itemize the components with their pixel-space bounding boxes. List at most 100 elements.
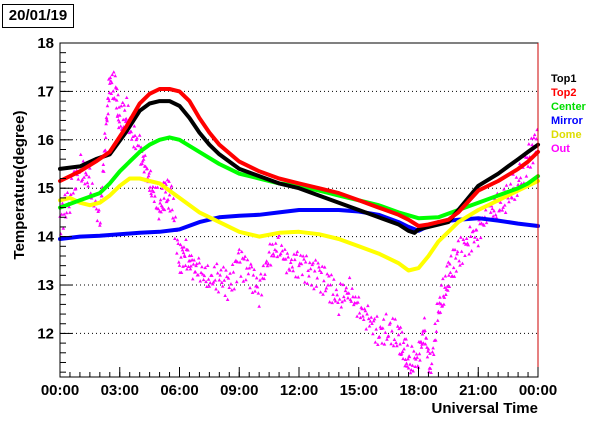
out-point <box>446 260 451 264</box>
out-point <box>105 117 109 121</box>
out-point <box>76 177 81 181</box>
out-point <box>270 242 275 246</box>
out-point <box>292 252 296 256</box>
out-point <box>277 233 281 237</box>
out-point <box>295 249 300 254</box>
out-point <box>428 351 432 355</box>
out-point <box>193 270 198 274</box>
out-point <box>326 283 330 287</box>
out-point <box>190 277 195 281</box>
out-point <box>298 253 303 257</box>
out-point <box>137 133 142 137</box>
out-point <box>229 282 233 286</box>
out-point <box>169 184 174 188</box>
out-point <box>371 331 375 336</box>
out-point <box>113 73 118 78</box>
out-point <box>167 179 171 183</box>
out-point <box>131 134 135 139</box>
out-point <box>204 279 208 284</box>
out-point <box>337 297 342 301</box>
out-point <box>415 355 419 359</box>
out-point <box>503 210 508 214</box>
out-point <box>78 152 83 156</box>
out-point <box>177 260 181 264</box>
out-point <box>353 295 358 299</box>
out-point <box>197 261 202 265</box>
out-point <box>366 316 371 321</box>
out-point <box>179 255 183 259</box>
out-point <box>323 288 328 293</box>
out-point <box>196 273 200 277</box>
out-point <box>103 131 107 135</box>
out-point <box>299 261 304 266</box>
out-point <box>300 272 305 277</box>
out-point <box>283 257 288 261</box>
out-point <box>231 270 236 274</box>
out-point <box>515 193 520 197</box>
out-point <box>455 252 459 256</box>
out-point <box>349 299 354 303</box>
out-point <box>234 279 239 284</box>
out-point <box>153 194 157 198</box>
out-point <box>293 257 297 262</box>
out-point <box>122 103 127 107</box>
out-point <box>434 329 439 333</box>
out-point <box>334 287 339 292</box>
out-point <box>332 277 336 281</box>
x-tick-label: 00:00 <box>41 382 79 399</box>
out-point <box>142 170 146 174</box>
out-point <box>140 161 144 166</box>
out-point <box>390 316 395 320</box>
out-point <box>156 206 161 211</box>
out-point <box>405 364 409 368</box>
out-point <box>355 314 359 318</box>
out-point <box>249 262 253 266</box>
out-point <box>494 215 499 220</box>
out-point <box>149 194 154 198</box>
out-point <box>63 192 67 197</box>
out-point <box>328 283 333 287</box>
out-point <box>491 214 495 218</box>
out-point <box>101 162 106 166</box>
legend-item-top2: Top2 <box>551 87 576 99</box>
out-point <box>192 258 196 262</box>
out-point <box>239 249 244 254</box>
out-point <box>503 203 507 207</box>
out-point <box>366 303 370 308</box>
out-point <box>205 284 209 289</box>
out-point <box>288 268 292 272</box>
out-point <box>529 136 534 140</box>
x-axis-title: Universal Time <box>432 400 538 417</box>
out-point <box>410 344 414 348</box>
out-point <box>410 363 415 367</box>
out-point <box>257 304 261 308</box>
out-point <box>401 356 405 361</box>
out-point <box>200 272 205 276</box>
out-point <box>305 281 310 285</box>
out-point <box>220 280 224 284</box>
out-point <box>429 370 433 374</box>
out-point <box>217 278 222 282</box>
out-point <box>444 292 448 296</box>
out-point <box>68 210 72 214</box>
out-point <box>245 257 250 262</box>
out-point <box>151 189 156 194</box>
out-point <box>137 143 141 148</box>
series-dome-line <box>58 176 540 273</box>
out-point <box>117 120 122 124</box>
out-point <box>351 302 356 307</box>
axis-ticks: 12 13 14 15 16 17 18 00:00 03:00 06:00 09:00 12:00 1… <box>37 35 557 399</box>
out-point <box>483 208 488 212</box>
out-point <box>215 261 219 266</box>
out-point <box>398 325 403 329</box>
out-point <box>468 234 473 238</box>
out-point <box>122 108 127 112</box>
out-point <box>88 191 93 195</box>
out-point <box>297 263 301 268</box>
out-point <box>363 308 368 313</box>
out-point <box>337 312 341 317</box>
legend-item-out: Out <box>551 143 570 155</box>
out-point <box>81 159 86 163</box>
out-point <box>106 96 111 100</box>
out-point <box>149 191 153 195</box>
